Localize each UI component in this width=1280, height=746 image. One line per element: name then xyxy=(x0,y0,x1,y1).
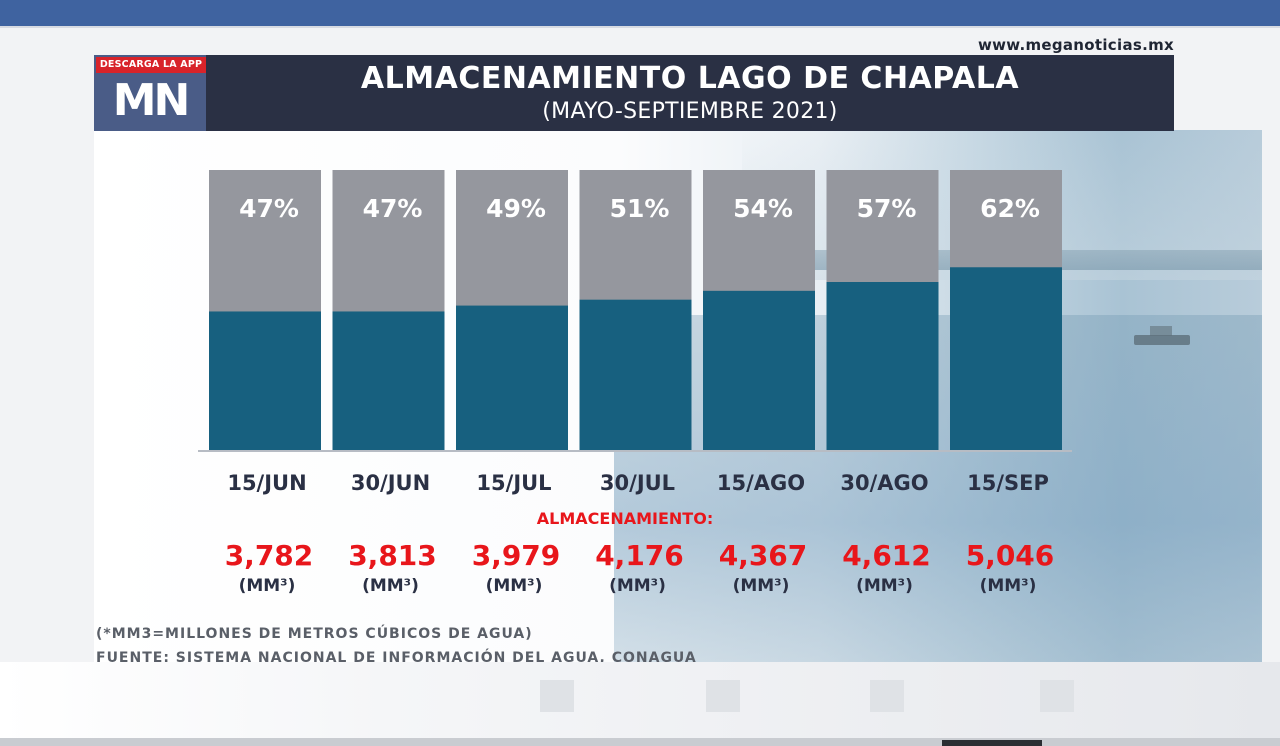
bar-percent-label: 54% xyxy=(733,194,793,223)
top-divider xyxy=(0,26,1280,28)
bar-percent-label: 51% xyxy=(610,194,670,223)
chart-title: ALMACENAMIENTO LAGO DE CHAPALA xyxy=(360,61,1020,96)
bar-filled xyxy=(332,311,445,450)
category-label: 30/JUN xyxy=(351,471,430,495)
bar-percent-label: 62% xyxy=(980,194,1040,223)
storage-unit: (MM³) xyxy=(856,576,913,596)
storage-heading: ALMACENAMIENTO: xyxy=(537,509,713,528)
storage-unit: (MM³) xyxy=(239,576,296,596)
bar-percent-label: 49% xyxy=(486,194,546,223)
placeholder-square xyxy=(540,680,574,712)
footnote-unit-definition: (*MM3=MILLONES DE METROS CÚBICOS DE AGUA… xyxy=(96,626,533,642)
top-bar xyxy=(0,0,1280,26)
header-banner: DESCARGA LA APP MN ALMACENAMIENTO LAGO D… xyxy=(94,55,1174,131)
storage-value: 4,367 xyxy=(719,539,808,572)
brand-logo: MN xyxy=(112,75,191,126)
category-label: 15/AGO xyxy=(717,471,805,495)
storage-value: 3,979 xyxy=(472,539,561,572)
storage-unit: (MM³) xyxy=(733,576,790,596)
bar-filled xyxy=(950,267,1062,450)
chart-subtitle: (MAYO-SEPTIEMBRE 2021) xyxy=(542,99,838,124)
bar-filled xyxy=(826,282,939,450)
storage-value: 3,813 xyxy=(348,539,437,572)
storage-value: 4,176 xyxy=(595,539,684,572)
placeholder-square xyxy=(1040,680,1074,712)
placeholder-square xyxy=(870,680,904,712)
site-url[interactable]: www.meganoticias.mx xyxy=(977,36,1174,54)
storage-unit: (MM³) xyxy=(486,576,543,596)
category-label: 15/JUL xyxy=(476,471,551,495)
storage-unit: (MM³) xyxy=(609,576,666,596)
category-label: 30/AGO xyxy=(840,471,928,495)
bar-percent-label: 47% xyxy=(363,194,423,223)
storage-value: 5,046 xyxy=(966,539,1055,572)
bar-filled xyxy=(456,305,568,450)
category-label: 15/JUN xyxy=(227,471,306,495)
bar-percent-label: 47% xyxy=(239,194,299,223)
placeholder-square xyxy=(706,680,740,712)
category-label: 30/JUL xyxy=(600,471,675,495)
storage-value: 3,782 xyxy=(225,539,314,572)
storage-unit: (MM³) xyxy=(362,576,419,596)
background-boat-cabin xyxy=(1150,326,1172,336)
bar-percent-label: 57% xyxy=(857,194,917,223)
background-boat xyxy=(1134,335,1190,345)
bottom-strip xyxy=(0,662,1280,738)
bar-filled xyxy=(579,299,692,450)
storage-value: 4,612 xyxy=(842,539,931,572)
bottom-bar xyxy=(0,738,1280,746)
bottom-bar-segment xyxy=(942,740,1042,746)
app-download-badge[interactable]: DESCARGA LA APP xyxy=(96,57,206,73)
storage-unit: (MM³) xyxy=(980,576,1037,596)
logo-block[interactable]: DESCARGA LA APP MN xyxy=(94,55,206,131)
category-label: 15/SEP xyxy=(967,471,1049,495)
bar-filled xyxy=(209,311,321,450)
bar-filled xyxy=(703,290,815,450)
